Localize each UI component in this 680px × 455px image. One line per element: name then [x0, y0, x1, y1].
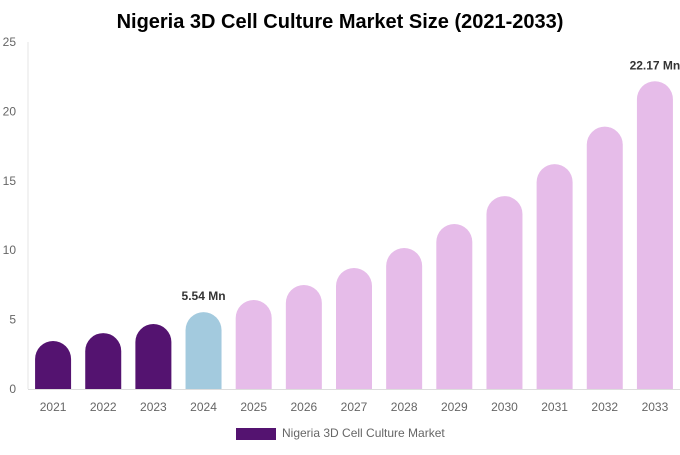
bar-2031: [536, 164, 573, 389]
y-tick-label: 15: [3, 174, 17, 188]
chart-title: Nigeria 3D Cell Culture Market Size (202…: [117, 11, 564, 33]
x-tick-label: 2021: [40, 400, 67, 414]
x-tick-label: 2031: [541, 400, 568, 414]
legend: Nigeria 3D Cell Culture Market: [236, 426, 445, 440]
bar-2033: [636, 81, 673, 390]
x-tick-label: 2030: [491, 400, 518, 414]
bar-2022: [85, 333, 122, 389]
legend-swatch: [236, 428, 276, 440]
bar-2023: [135, 324, 172, 389]
bar-2021: [35, 340, 72, 389]
y-tick-label: 10: [3, 243, 17, 257]
x-tick-label: 2033: [642, 400, 669, 414]
x-tick-label: 2022: [90, 400, 117, 414]
y-tick-label: 0: [9, 382, 16, 396]
x-tick-label: 2027: [341, 400, 368, 414]
legend-label: Nigeria 3D Cell Culture Market: [282, 426, 445, 440]
data-label: 22.17 Mn: [630, 58, 680, 72]
bar-2025: [235, 300, 272, 389]
bar-2027: [336, 267, 372, 389]
x-tick-label: 2026: [290, 400, 317, 414]
bar-2024: [185, 312, 222, 389]
y-tick-label: 25: [3, 35, 17, 49]
x-tick-label: 2032: [591, 400, 618, 414]
y-tick-label: 20: [3, 104, 17, 118]
x-tick-label: 2028: [391, 400, 418, 414]
bar-2030: [486, 196, 523, 389]
x-tick-label: 2025: [240, 400, 267, 414]
y-tick-label: 5: [9, 313, 16, 327]
bar-2028: [386, 247, 423, 389]
bar-2029: [436, 223, 473, 389]
x-tick-label: 2029: [441, 400, 468, 414]
bar-2032: [586, 126, 623, 389]
x-tick-label: 2024: [190, 400, 217, 414]
x-tick-label: 2023: [140, 400, 167, 414]
bar-2026: [285, 285, 322, 389]
data-label: 5.54 Mn: [182, 289, 226, 303]
